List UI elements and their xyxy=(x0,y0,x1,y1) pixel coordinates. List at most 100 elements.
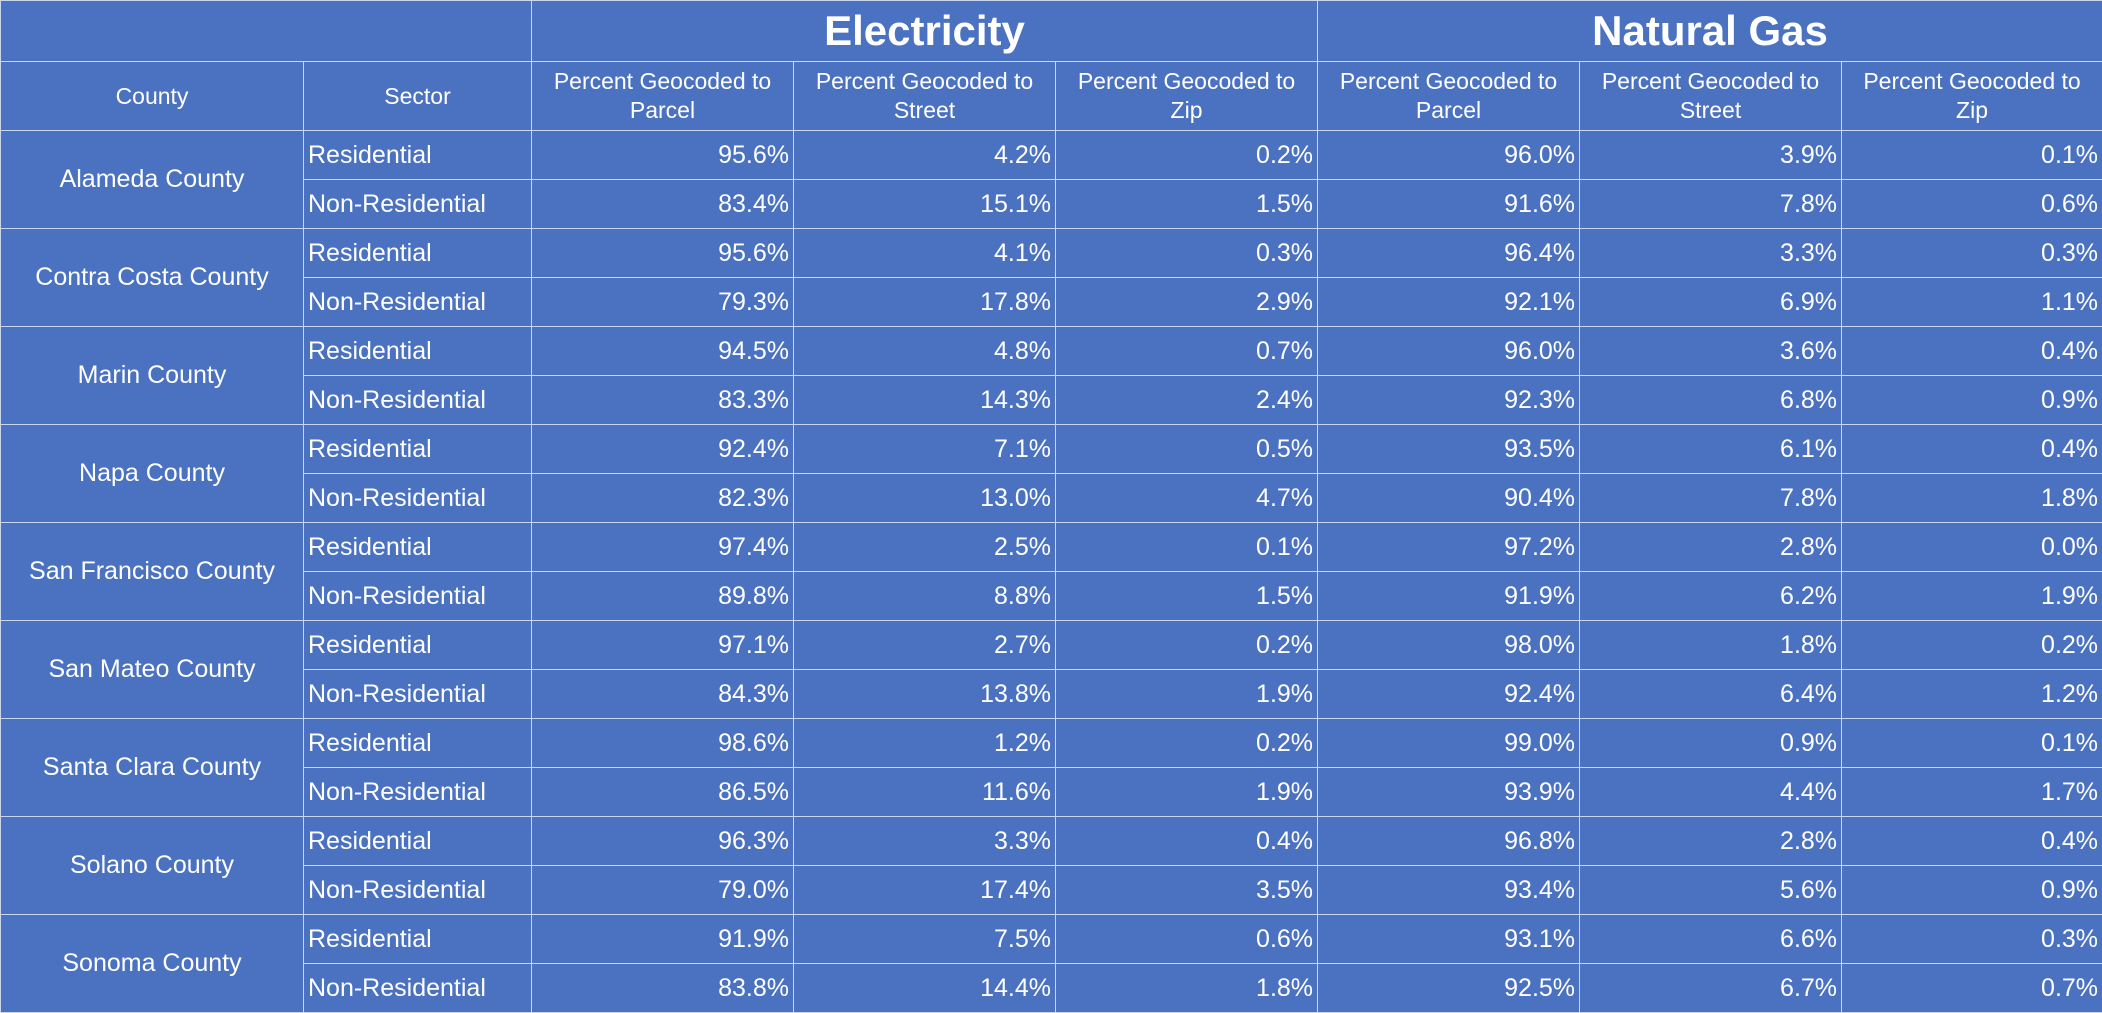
electricity-street-cell: 1.2% xyxy=(794,719,1056,768)
electricity-parcel-cell: 83.8% xyxy=(532,964,794,1013)
sector-cell: Residential xyxy=(304,327,532,376)
electricity-zip-cell: 4.7% xyxy=(1056,474,1318,523)
electricity-parcel-cell: 89.8% xyxy=(532,572,794,621)
sector-cell: Residential xyxy=(304,719,532,768)
gas-zip-cell: 0.9% xyxy=(1842,866,2102,915)
gas-zip-cell: 1.2% xyxy=(1842,670,2102,719)
electricity-street-cell: 11.6% xyxy=(794,768,1056,817)
gas-street-cell: 3.9% xyxy=(1580,131,1842,180)
electricity-parcel-cell: 92.4% xyxy=(532,425,794,474)
gas-parcel-cell: 92.4% xyxy=(1318,670,1580,719)
electricity-street-cell: 4.8% xyxy=(794,327,1056,376)
header-line-2: Zip xyxy=(1842,96,2102,125)
gas-zip-cell: 1.7% xyxy=(1842,768,2102,817)
electricity-parcel-cell: 84.3% xyxy=(532,670,794,719)
electricity-parcel-cell: 98.6% xyxy=(532,719,794,768)
sector-cell: Non-Residential xyxy=(304,474,532,523)
electricity-street-cell: 14.3% xyxy=(794,376,1056,425)
electricity-parcel-cell: 82.3% xyxy=(532,474,794,523)
county-cell: Sonoma County xyxy=(1,915,304,1013)
electricity-zip-cell: 1.8% xyxy=(1056,964,1318,1013)
header-line-2: Street xyxy=(1580,96,1841,125)
gas-street-cell: 4.4% xyxy=(1580,768,1842,817)
county-cell: Alameda County xyxy=(1,131,304,229)
electricity-street-cell: 7.5% xyxy=(794,915,1056,964)
gas-street-cell: 6.6% xyxy=(1580,915,1842,964)
electricity-street-cell: 3.3% xyxy=(794,817,1056,866)
gas-street-cell: 6.2% xyxy=(1580,572,1842,621)
table-row: Non-Residential 83.4% 15.1% 1.5% 91.6% 7… xyxy=(1,180,2102,229)
gas-street-cell: 6.8% xyxy=(1580,376,1842,425)
gas-street-cell: 6.7% xyxy=(1580,964,1842,1013)
gas-street-cell: 3.3% xyxy=(1580,229,1842,278)
electricity-street-cell: 13.0% xyxy=(794,474,1056,523)
gas-parcel-cell: 93.1% xyxy=(1318,915,1580,964)
gas-parcel-cell: 98.0% xyxy=(1318,621,1580,670)
electricity-zip-cell: 1.9% xyxy=(1056,670,1318,719)
table-row: Non-Residential 83.8% 14.4% 1.8% 92.5% 6… xyxy=(1,964,2102,1013)
blank-corner-cell xyxy=(1,1,532,62)
sector-cell: Non-Residential xyxy=(304,866,532,915)
gas-parcel-cell: 92.3% xyxy=(1318,376,1580,425)
gas-parcel-cell: 96.4% xyxy=(1318,229,1580,278)
sector-cell: Non-Residential xyxy=(304,670,532,719)
electricity-parcel-cell: 95.6% xyxy=(532,229,794,278)
gas-street-cell: 2.8% xyxy=(1580,523,1842,572)
electricity-parcel-cell: 79.0% xyxy=(532,866,794,915)
gas-parcel-cell: 93.4% xyxy=(1318,866,1580,915)
table-body: Alameda County Residential 95.6% 4.2% 0.… xyxy=(1,131,2102,1013)
gas-zip-cell: 0.6% xyxy=(1842,180,2102,229)
electricity-parcel-cell: 97.1% xyxy=(532,621,794,670)
gas-street-cell: 1.8% xyxy=(1580,621,1842,670)
sector-cell: Residential xyxy=(304,131,532,180)
gas-parcel-cell: 90.4% xyxy=(1318,474,1580,523)
table-row: Santa Clara County Residential 98.6% 1.2… xyxy=(1,719,2102,768)
electricity-zip-cell: 3.5% xyxy=(1056,866,1318,915)
gas-zip-cell: 0.0% xyxy=(1842,523,2102,572)
table-row: Alameda County Residential 95.6% 4.2% 0.… xyxy=(1,131,2102,180)
gas-zip-cell: 0.3% xyxy=(1842,915,2102,964)
sector-cell: Residential xyxy=(304,523,532,572)
header-line-1: Percent Geocoded to xyxy=(1056,67,1317,96)
gas-zip-cell: 0.1% xyxy=(1842,131,2102,180)
table-row: Non-Residential 82.3% 13.0% 4.7% 90.4% 7… xyxy=(1,474,2102,523)
electricity-parcel-cell: 83.4% xyxy=(532,180,794,229)
electricity-street-cell: 7.1% xyxy=(794,425,1056,474)
gas-zip-cell: 0.7% xyxy=(1842,964,2102,1013)
electricity-zip-cell: 0.7% xyxy=(1056,327,1318,376)
sector-cell: Non-Residential xyxy=(304,278,532,327)
natural-gas-group-header: Natural Gas xyxy=(1318,1,2102,62)
gas-parcel-cell: 93.9% xyxy=(1318,768,1580,817)
gas-zip-cell: 1.8% xyxy=(1842,474,2102,523)
county-cell: Napa County xyxy=(1,425,304,523)
electricity-zip-cell: 2.4% xyxy=(1056,376,1318,425)
electricity-zip-cell: 0.2% xyxy=(1056,621,1318,670)
electricity-street-cell: 17.4% xyxy=(794,866,1056,915)
gas-parcel-cell: 97.2% xyxy=(1318,523,1580,572)
sector-cell: Non-Residential xyxy=(304,180,532,229)
gas-street-cell: 6.4% xyxy=(1580,670,1842,719)
gas-zip-cell: 0.2% xyxy=(1842,621,2102,670)
electricity-zip-cell: 1.5% xyxy=(1056,180,1318,229)
gas-zip-cell: 1.9% xyxy=(1842,572,2102,621)
county-cell: Solano County xyxy=(1,817,304,915)
table-row: Non-Residential 86.5% 11.6% 1.9% 93.9% 4… xyxy=(1,768,2102,817)
gas-parcel-cell: 92.5% xyxy=(1318,964,1580,1013)
gas-street-cell: 2.8% xyxy=(1580,817,1842,866)
table-row: Non-Residential 79.0% 17.4% 3.5% 93.4% 5… xyxy=(1,866,2102,915)
sector-cell: Non-Residential xyxy=(304,572,532,621)
county-cell: San Francisco County xyxy=(1,523,304,621)
county-column-header: County xyxy=(1,62,304,131)
header-line-1: Percent Geocoded to xyxy=(1318,67,1579,96)
sector-column-header: Sector xyxy=(304,62,532,131)
gas-parcel-cell: 92.1% xyxy=(1318,278,1580,327)
gas-parcel-cell: 91.6% xyxy=(1318,180,1580,229)
header-line-2: Parcel xyxy=(1318,96,1579,125)
